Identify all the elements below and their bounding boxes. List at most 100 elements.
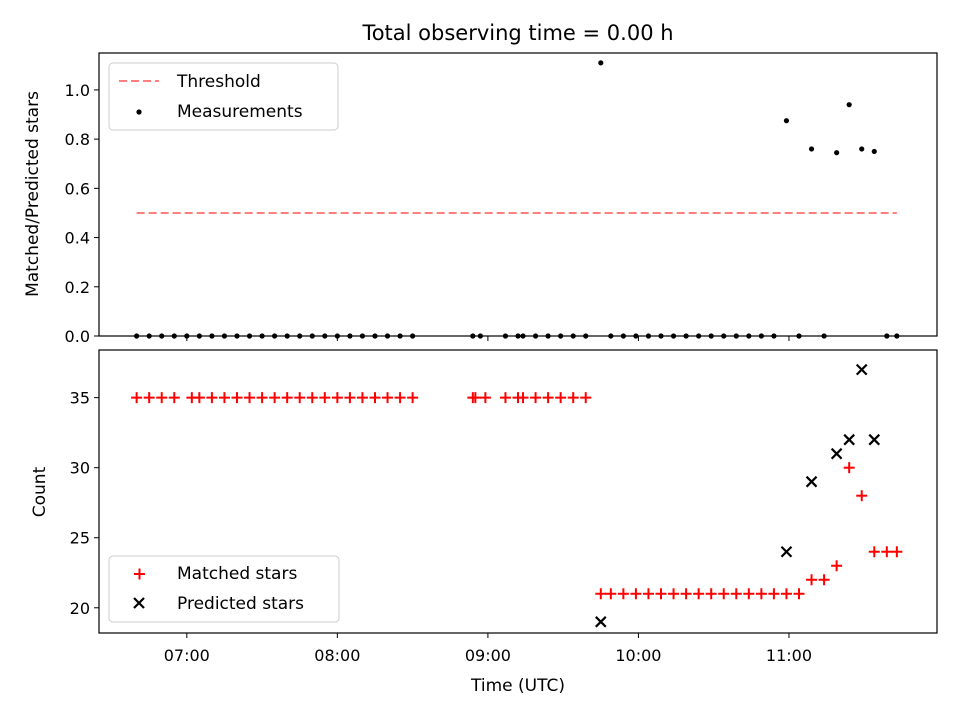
matched-stars-point xyxy=(617,588,629,600)
x-marker-b xyxy=(780,545,793,558)
matched-stars-point xyxy=(331,392,343,404)
matched-stars-point xyxy=(517,392,529,404)
matched-stars-point xyxy=(356,392,368,404)
matched-stars-point xyxy=(244,392,256,404)
matched-stars-point xyxy=(843,462,855,474)
matched-stars-point xyxy=(730,588,742,600)
x-marker-b xyxy=(133,597,145,609)
matched-stars-point xyxy=(831,560,843,572)
matched-stars-point xyxy=(705,588,717,600)
top-y-axis-label: Matched/Predicted stars xyxy=(23,91,43,297)
y-tick-label: 0.6 xyxy=(65,179,90,198)
top-legend: Threshold Measurements xyxy=(108,62,339,131)
matched-stars-point xyxy=(231,392,243,404)
matched-stars-point xyxy=(793,588,805,600)
predicted-stars-point xyxy=(805,475,818,488)
matched-stars-point xyxy=(206,392,218,404)
matched-stars-point xyxy=(755,588,767,600)
y-tick-label: 0.8 xyxy=(65,130,90,149)
x-tick-label: 10:00 xyxy=(615,646,661,665)
plot-frame xyxy=(98,349,938,634)
legend-measurements-swatch xyxy=(136,109,142,115)
matched-stars-point xyxy=(281,392,293,404)
matched-stars-point xyxy=(319,392,331,404)
matched-stars-point xyxy=(768,588,780,600)
matched-stars-point xyxy=(780,588,792,600)
matched-stars-point xyxy=(743,588,755,600)
x-tick-label: 11:00 xyxy=(766,646,812,665)
measurement-point xyxy=(598,60,604,66)
x-axis-label: Time (UTC) xyxy=(470,676,565,696)
y-tick-label: 25 xyxy=(70,529,90,548)
measurement-point xyxy=(808,146,815,152)
matched-stars-point xyxy=(294,392,306,404)
matched-stars-point xyxy=(131,392,143,404)
matched-stars-point xyxy=(680,588,692,600)
matched-stars-point xyxy=(530,392,542,404)
predicted-stars-point xyxy=(855,363,868,376)
bottom-panel: 20 25 30 35 07:00 08:00 09:00 10:00 11:00 xyxy=(70,349,938,665)
measurement-point xyxy=(783,118,790,124)
matched-stars-point xyxy=(891,546,903,558)
matched-stars-point xyxy=(580,392,592,404)
matched-stars-point xyxy=(693,588,705,600)
matched-stars-point xyxy=(806,574,818,586)
legend-predicted-label: Predicted stars xyxy=(177,594,304,614)
y-tick-label: 0.4 xyxy=(65,229,90,248)
predicted-stars-point xyxy=(830,447,843,460)
measurement-point xyxy=(846,102,852,108)
matched-stars-point xyxy=(269,392,281,404)
x-tick-label: 07:00 xyxy=(164,646,210,665)
x-marker-b xyxy=(843,433,855,446)
matched-stars-point xyxy=(856,490,868,502)
matched-stars-point xyxy=(469,392,481,404)
predicted-stars-point xyxy=(843,433,855,446)
predicted-stars-point xyxy=(595,616,607,628)
matched-stars-point xyxy=(881,546,893,558)
matched-stars-point xyxy=(818,574,830,586)
matched-stars-point xyxy=(542,392,554,404)
bottom-y-axis-label: Count xyxy=(30,466,50,517)
y-tick-label: 35 xyxy=(70,389,90,408)
chart-title: Total observing time = 0.00 h xyxy=(361,21,673,45)
matched-stars-point xyxy=(605,588,617,600)
matched-stars-point xyxy=(595,588,607,600)
measurement-point xyxy=(871,148,877,155)
y-tick-label: 1.0 xyxy=(65,81,90,100)
plot-frame xyxy=(98,52,938,337)
predicted-stars-point xyxy=(780,545,793,558)
measurement-point xyxy=(834,150,840,156)
x-marker-b xyxy=(830,447,843,460)
matched-stars-point xyxy=(630,588,642,600)
legend-threshold-label: Threshold xyxy=(176,72,261,92)
y-tick-label: 0.0 xyxy=(65,327,90,346)
matched-stars-point xyxy=(718,588,730,600)
x-tick-label: 08:00 xyxy=(314,646,360,665)
matched-stars-point xyxy=(555,392,567,404)
y-tick-label: 20 xyxy=(70,599,90,618)
legend-matched-swatch xyxy=(134,568,145,580)
matched-stars-point xyxy=(369,392,381,404)
matched-stars-point xyxy=(156,392,168,404)
matched-stars-point xyxy=(344,392,356,404)
matched-stars-point xyxy=(668,588,680,600)
legend-measurements-label: Measurements xyxy=(177,102,303,122)
x-marker-b xyxy=(855,363,868,376)
matched-stars-point xyxy=(382,392,394,404)
matched-stars-point xyxy=(655,588,667,600)
y-tick-label: 0.2 xyxy=(65,278,90,297)
x-tick-label: 09:00 xyxy=(465,646,511,665)
matched-stars-point xyxy=(193,392,205,404)
y-tick-label: 30 xyxy=(70,459,90,478)
matched-stars-point xyxy=(256,392,268,404)
matched-stars-point xyxy=(868,546,880,558)
top-panel: 0.0 0.2 0.4 0.6 0.8 1.0 xyxy=(65,52,938,346)
matched-stars-point xyxy=(642,588,654,600)
matched-stars-point xyxy=(499,392,511,404)
x-marker-b xyxy=(595,616,607,628)
predicted-stars-point xyxy=(868,433,881,446)
matched-stars-point xyxy=(143,392,155,404)
matched-stars-point xyxy=(394,392,406,404)
x-marker-b xyxy=(805,475,818,488)
